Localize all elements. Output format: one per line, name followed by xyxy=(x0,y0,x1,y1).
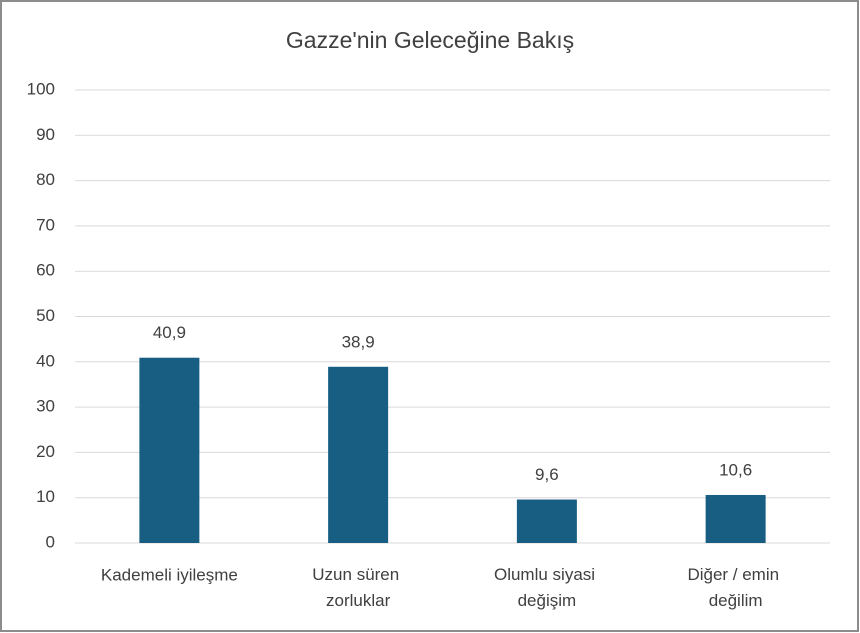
x-tick-label: Olumlu siyasi değişim xyxy=(494,565,600,610)
x-tick-label: Kademeli iyileşme xyxy=(101,565,238,584)
y-tick-label: 100 xyxy=(27,79,55,98)
y-tick-label: 40 xyxy=(36,351,55,370)
y-tick-label: 60 xyxy=(36,261,55,280)
data-label: 9,6 xyxy=(535,465,559,484)
y-tick-label: 80 xyxy=(36,170,55,189)
data-label: 40,9 xyxy=(153,323,186,342)
y-tick-label: 30 xyxy=(36,397,55,416)
y-tick-label: 20 xyxy=(36,442,55,461)
bar xyxy=(516,499,577,543)
y-tick-label: 10 xyxy=(36,487,55,506)
bar xyxy=(139,357,200,543)
data-label: 38,9 xyxy=(342,332,375,351)
x-tick-label: Diğer / emin değilim xyxy=(687,565,783,610)
y-tick-label: 90 xyxy=(36,125,55,144)
data-label: 10,6 xyxy=(719,460,752,479)
y-tick-label: 0 xyxy=(46,532,55,551)
y-tick-label: 70 xyxy=(36,215,55,234)
x-tick-label: Uzun süren zorluklar xyxy=(312,565,404,610)
bar xyxy=(705,494,766,543)
y-tick-label: 50 xyxy=(36,306,55,325)
chart-title: Gazze'nin Geleceğine Bakış xyxy=(286,27,574,53)
bar xyxy=(328,366,389,543)
